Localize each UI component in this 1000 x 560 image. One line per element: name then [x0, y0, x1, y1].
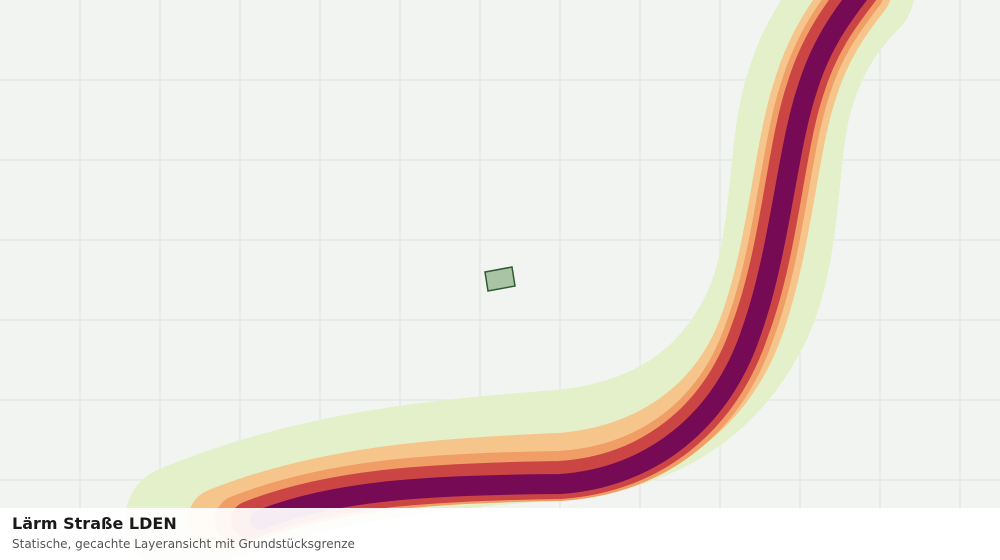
parcel-boundary[interactable] — [484, 266, 516, 292]
layer-title: Lärm Straße LDEN — [12, 514, 177, 533]
noise-bands — [125, 0, 914, 560]
layer-subtitle: Statische, gecachte Layeransicht mit Gru… — [12, 537, 355, 551]
info-panel: Lärm Straße LDEN Statische, gecachte Lay… — [0, 508, 1000, 560]
noise-band-highest — [250, 0, 867, 530]
